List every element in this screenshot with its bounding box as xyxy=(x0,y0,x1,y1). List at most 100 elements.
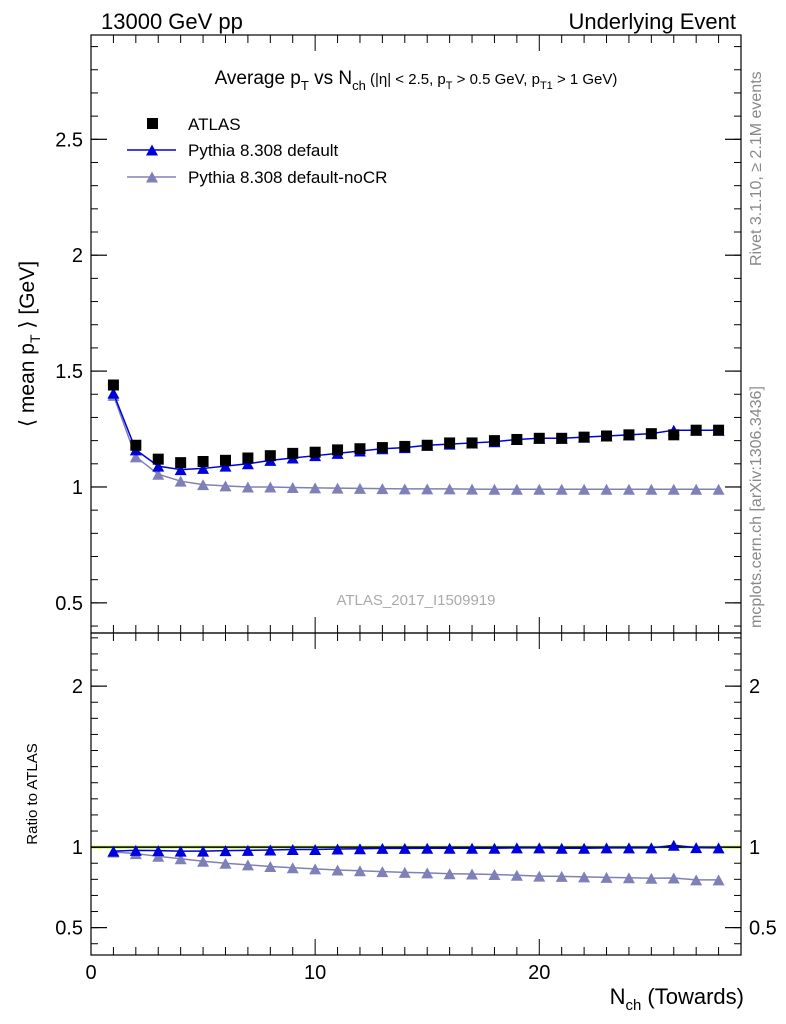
atlas-point xyxy=(668,429,680,441)
ratio-nocr-point xyxy=(421,867,434,879)
atlas-point xyxy=(645,428,657,440)
main-y-tick-label: 0.5 xyxy=(55,593,83,615)
nocr-point xyxy=(578,483,591,495)
ratio-y-right-tick-label: 0.5 xyxy=(749,918,777,940)
ratio-default-point xyxy=(555,842,568,854)
nocr-point xyxy=(286,481,299,493)
main-y-axis: 0.5 1 1.5 2 2.5 xyxy=(55,46,741,627)
nocr-point xyxy=(309,482,322,494)
nocr-point xyxy=(129,451,142,463)
title-cuts-close: > 1 GeV) xyxy=(553,71,618,88)
x-tick-label: 10 xyxy=(304,962,326,984)
main-y-tick-label: 2.5 xyxy=(55,129,83,151)
ratio-default-point xyxy=(645,842,658,854)
ratio-nocr-point xyxy=(712,874,725,886)
header-left: 13000 GeV pp xyxy=(101,9,243,34)
legend-marker-default xyxy=(146,144,158,156)
title-sub3: T xyxy=(446,80,453,92)
ratio-default-point xyxy=(533,842,546,854)
ratio-nocr-point xyxy=(286,862,299,874)
nocr-point xyxy=(174,475,187,487)
ratio-nocr-point xyxy=(667,872,680,884)
ratio-default-point xyxy=(286,844,299,856)
default-point xyxy=(219,460,232,472)
ratio-nocr-point xyxy=(398,866,411,878)
atlas-point xyxy=(332,444,344,456)
ratio-nocr-point xyxy=(376,866,389,878)
title-lead: Average p xyxy=(215,68,301,89)
atlas-point xyxy=(309,446,321,458)
nocr-point xyxy=(667,483,680,495)
main-title: Average pT vs Nch (|η| < 2.5, pT > 0.5 G… xyxy=(215,68,618,93)
x-tick-label: 20 xyxy=(528,962,550,984)
ratio-nocr-point xyxy=(174,853,187,865)
ratio-default-point xyxy=(600,842,613,854)
ratio-y-label: Ratio to ATLAS xyxy=(24,743,41,844)
ratio-y-right-tick-label: 1 xyxy=(749,837,760,859)
ratio-nocr-point xyxy=(533,870,546,882)
nocr-point xyxy=(353,482,366,494)
title-mid: vs N xyxy=(309,68,352,89)
watermark: ATLAS_2017_I1509919 xyxy=(336,592,495,609)
ratio-default-point xyxy=(443,842,456,854)
ratio-nocr-point xyxy=(600,871,613,883)
main-y-tick-label: 1 xyxy=(72,477,83,499)
atlas-point xyxy=(421,439,433,451)
nocr-point xyxy=(645,483,658,495)
ratio-default-point xyxy=(488,842,501,854)
x-tick-label: 0 xyxy=(85,962,96,984)
atlas-point xyxy=(511,433,523,445)
ratio-default-point xyxy=(129,844,142,856)
nocr-point xyxy=(712,483,725,495)
nocr-point xyxy=(533,483,546,495)
ratio-y-tick-label: 1 xyxy=(72,837,83,859)
atlas-point xyxy=(152,453,164,465)
atlas-point xyxy=(175,457,187,469)
atlas-point xyxy=(690,424,702,436)
legend-marker-nocr xyxy=(146,171,158,183)
ratio-nocr-point xyxy=(309,863,322,875)
nocr-point xyxy=(488,483,501,495)
nocr-point xyxy=(331,482,344,494)
legend-marker-atlas xyxy=(147,118,158,129)
default-line xyxy=(112,392,719,471)
atlas-point xyxy=(488,435,500,447)
atlas-point xyxy=(533,432,545,444)
atlas-point xyxy=(107,379,119,391)
ratio-default-point xyxy=(421,842,434,854)
main-y-tick-label: 1.5 xyxy=(55,361,83,383)
xlabel-lead: N xyxy=(610,984,626,1009)
atlas-point xyxy=(242,452,254,464)
legend-label-atlas: ATLAS xyxy=(188,115,241,134)
nocr-point xyxy=(219,480,232,492)
main-x-axis xyxy=(90,35,742,633)
ratio-nocr-point xyxy=(488,869,501,880)
ratio-data-layer xyxy=(107,839,725,886)
nocr-point xyxy=(622,483,635,495)
ratio-nocr-point xyxy=(353,865,366,877)
ratio-default-point xyxy=(152,845,165,857)
title-cuts-open: (|η| < 2.5, p xyxy=(366,71,446,88)
nocr-point xyxy=(510,483,523,495)
nocr-point xyxy=(600,483,613,495)
atlas-point xyxy=(130,439,142,451)
ratio-nocr-point xyxy=(690,874,703,886)
ratio-default-point xyxy=(622,842,635,854)
mcplots-label: mcplots.cern.ch [arXiv:1306.3436] xyxy=(748,386,765,628)
atlas-point xyxy=(197,455,209,467)
x-axis-label: Nch (Towards) xyxy=(610,984,744,1014)
nocr-point xyxy=(152,468,165,480)
atlas-point xyxy=(601,430,613,442)
nocr-point xyxy=(421,483,434,495)
legend-label-nocr: Pythia 8.308 default-noCR xyxy=(188,168,387,187)
ratio-nocr-point xyxy=(443,868,456,880)
ratio-nocr-point xyxy=(466,868,479,880)
ratio-default-point xyxy=(466,842,479,854)
atlas-point xyxy=(376,442,388,454)
nocr-point xyxy=(264,481,277,493)
atlas-point xyxy=(623,429,635,441)
ratio-nocr-point xyxy=(241,859,254,871)
ylabel-tail: ⟩ [GeV] xyxy=(16,261,39,335)
ratio-default-point xyxy=(241,844,254,856)
